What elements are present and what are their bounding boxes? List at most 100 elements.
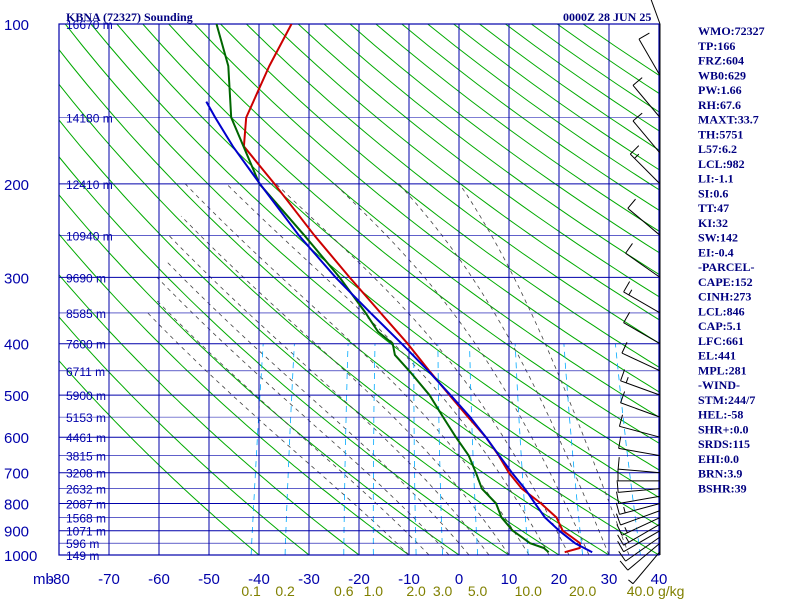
wind-barb-half-flag <box>625 377 629 384</box>
temperature-tick-label: -20 <box>348 571 370 588</box>
wind-barb-half-flag <box>628 289 633 296</box>
stat-line: EL:441 <box>698 349 736 363</box>
stat-line: MAXT:33.7 <box>698 113 759 127</box>
wind-barb-shaft <box>623 291 661 314</box>
mixing-ratio-label: 20.0 <box>569 583 596 599</box>
height-label: 3208 m <box>66 467 106 481</box>
stat-line: SW:142 <box>698 231 738 245</box>
wind-barb-shaft <box>623 530 661 553</box>
wind-barb-shaft <box>632 85 661 118</box>
stat-line: RH:67.6 <box>698 98 741 112</box>
pressure-tick-label: 200 <box>4 177 29 194</box>
height-label: 16670 m <box>66 18 113 32</box>
height-label: 1568 m <box>66 512 106 526</box>
temperature-tick-label: -40 <box>248 571 270 588</box>
mixing-ratio-line <box>514 343 529 555</box>
wind-barb <box>650 0 661 25</box>
wind-barb-flag <box>632 77 643 86</box>
stat-line: LCL:982 <box>698 157 745 171</box>
moist-adiabat <box>180 215 510 555</box>
plot-frame <box>58 23 660 556</box>
mixing-ratio-line <box>563 343 583 555</box>
wind-barb <box>618 436 661 457</box>
stat-line: KI:32 <box>698 216 728 230</box>
height-label: 3815 m <box>66 450 106 464</box>
height-label: 9690 m <box>66 271 106 285</box>
temperature-tick-label: -10 <box>398 571 420 588</box>
moist-adiabats <box>147 183 630 555</box>
temperature-tick-label: 30 <box>601 571 618 588</box>
mixing-ratio-labels: 0.1 0.2 0.6 1.0 2.0 3.0 5.0 10.0 20.0 40.0 g/kg <box>241 583 684 599</box>
wind-barb-flag <box>619 560 629 571</box>
dry-adiabats <box>59 24 659 555</box>
height-label: 5900 m <box>66 389 106 403</box>
pressure-tick-label: 600 <box>4 430 29 447</box>
height-label: 14180 m <box>66 112 113 126</box>
wind-barb <box>632 112 661 154</box>
wind-barb-flag <box>621 342 628 354</box>
wind-barb-flag <box>620 391 626 403</box>
pressure-tick-label: 800 <box>4 497 29 514</box>
wind-barb-flag <box>617 457 620 470</box>
stat-line: EHI:0.0 <box>698 452 739 466</box>
wind-barb-flag <box>618 550 627 562</box>
moist-adiabat <box>166 261 470 555</box>
dry-adiabat <box>505 24 659 132</box>
moist-adiabat <box>155 299 430 555</box>
wind-barb-shaft <box>618 495 661 505</box>
wind-barb-flag <box>638 32 650 40</box>
mixing-ratio-unit: g/kg <box>658 583 684 599</box>
wind-barb-shaft <box>623 322 661 345</box>
temperature-tick-label: -30 <box>298 571 320 588</box>
temperature-tick-labels: mb-80 -70 -60 -50 -40 -30 -20 -10 0 10 20 30 40 <box>33 571 667 588</box>
wind-barb <box>619 542 661 571</box>
chart-title: KBNA (72327) Sounding <box>66 10 193 24</box>
mixing-ratio-line <box>372 343 376 555</box>
dry-adiabat <box>479 24 659 151</box>
mixing-ratio-line <box>469 343 478 555</box>
wind-barb <box>629 145 661 185</box>
wind-barb-half-flag <box>623 506 626 513</box>
pressure-tick-label: 500 <box>4 388 29 405</box>
wind-barb-half-flag <box>628 579 634 585</box>
wind-barb <box>638 32 661 76</box>
grid-lines <box>58 23 660 556</box>
stat-line: -PARCEL- <box>698 260 754 274</box>
wind-barb-flag <box>623 312 631 323</box>
height-label: 8585 m <box>66 307 106 321</box>
stats-panel: WMO:72327TP:166FRZ:604WB0:629PW:1.66RH:6… <box>698 24 765 495</box>
wind-barb-shaft <box>619 425 661 438</box>
stat-line: EI:-0.4 <box>698 245 734 259</box>
height-label: 12410 m <box>66 178 113 192</box>
wind-barb <box>616 491 661 505</box>
wind-barb-flag <box>617 541 625 552</box>
wind-barb-shaft <box>620 402 661 418</box>
wind-barb-flag <box>632 112 643 122</box>
stat-line: SHR+:0.0 <box>698 422 749 436</box>
wind-barb <box>618 536 661 562</box>
stat-line: TP:166 <box>698 39 735 53</box>
moist-adiabat <box>184 183 530 555</box>
height-label: 1071 m <box>66 525 106 539</box>
sounding-profiles <box>205 24 593 554</box>
stat-line: FRZ:604 <box>698 54 744 68</box>
moist-adiabat <box>275 183 570 555</box>
wind-barb-shaft <box>625 252 661 278</box>
temperature-tick-label: -80 <box>48 571 70 588</box>
wind-barb-shaft <box>620 510 661 526</box>
mixing-ratio-line <box>250 343 264 555</box>
wind-barb <box>625 243 661 278</box>
wind-barb <box>617 457 661 474</box>
stat-line: WB0:629 <box>698 68 746 82</box>
mixing-ratio-label: 40.0 <box>627 583 654 599</box>
height-label: 6711 m <box>66 365 105 379</box>
wind-barb-shaft <box>618 488 661 493</box>
wind-barb-shaft <box>632 120 661 154</box>
wind-barb <box>623 281 661 314</box>
dewpoint-profile <box>215 24 550 553</box>
temperature-tick-label: 20 <box>551 571 568 588</box>
wind-barb-flag <box>615 513 622 526</box>
wind-barb <box>620 391 661 418</box>
height-label: 596 m <box>66 537 99 551</box>
wind-barb <box>618 414 661 438</box>
